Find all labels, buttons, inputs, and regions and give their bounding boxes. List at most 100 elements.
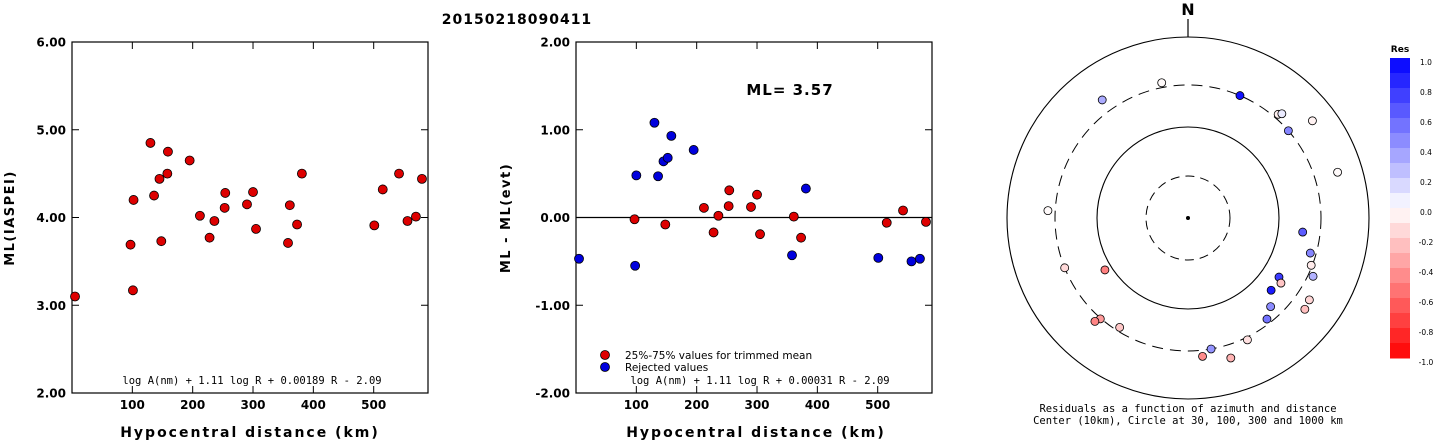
- data-point: [921, 216, 931, 227]
- colorbar-label: 0.2: [1420, 178, 1432, 187]
- data-point: [377, 184, 388, 195]
- residual-point: [1308, 116, 1317, 126]
- data-point: [195, 210, 205, 221]
- data-point: [666, 130, 677, 141]
- colorbar-cell: [1390, 268, 1410, 284]
- data-point: [787, 250, 797, 261]
- data-point: [788, 211, 799, 222]
- north-label: N: [1181, 0, 1194, 19]
- colorbar-cell: [1390, 328, 1410, 344]
- residual-point: [1226, 353, 1236, 363]
- data-point: [156, 236, 167, 247]
- colorbar-cell: [1390, 58, 1410, 74]
- data-point: [162, 168, 173, 179]
- x-axis-label-2: Hypocentral distance (km): [626, 425, 886, 441]
- legend: 25%-75% values for trimmed mean Rejected…: [600, 350, 812, 374]
- polar-caption-1: Residuals as a function of azimuth and d…: [1039, 403, 1336, 415]
- data-point: [242, 199, 252, 210]
- data-point: [800, 183, 811, 194]
- residual-point: [1198, 351, 1207, 361]
- data-point: [746, 202, 756, 212]
- residual-point: [1304, 295, 1314, 305]
- x-tick-label: 100: [120, 398, 145, 412]
- data-point: [881, 217, 892, 228]
- data-points-1: [70, 138, 427, 302]
- data-point: [248, 187, 258, 197]
- data-point: [906, 256, 917, 267]
- x-tick-label: 300: [744, 398, 769, 412]
- legend-label-trimmed: 25%-75% values for trimmed mean: [625, 350, 812, 362]
- y-tick-label: 0.00: [540, 211, 570, 225]
- y-tick-label: -1.00: [535, 299, 570, 313]
- residual-point: [1276, 278, 1286, 288]
- y-axis-label-1: ML(IASPEI): [3, 170, 18, 266]
- data-point: [630, 260, 641, 271]
- data-point: [411, 211, 421, 222]
- data-point: [629, 214, 640, 225]
- residual-point: [1305, 248, 1315, 258]
- data-point: [699, 202, 709, 213]
- residual-point: [1206, 344, 1216, 354]
- y-tick-label: 4.00: [36, 211, 66, 225]
- legend-label-rejected: Rejected values: [625, 362, 708, 374]
- colorbar-cell: [1390, 223, 1410, 239]
- legend-marker-rejected: [600, 362, 610, 372]
- data-point: [154, 173, 165, 184]
- data-point: [394, 168, 404, 179]
- colorbar-label: -0.4: [1419, 268, 1434, 277]
- colorbar-cell: [1390, 343, 1410, 359]
- data-point: [369, 220, 380, 231]
- colorbar-label: 1.0: [1420, 58, 1432, 67]
- data-point: [70, 291, 80, 302]
- colorbar-cell: [1390, 88, 1410, 104]
- data-point: [873, 252, 884, 263]
- data-point: [915, 253, 925, 264]
- figure-title: 20150218090411: [442, 12, 592, 28]
- data-point: [653, 171, 663, 182]
- data-point: [125, 239, 136, 250]
- data-point: [251, 224, 261, 234]
- panel-azimuth-residuals: N Residuals as a function of azimuth and…: [1006, 0, 1370, 427]
- colorbar-cell: [1390, 208, 1410, 224]
- data-point: [898, 205, 908, 216]
- data-point: [631, 170, 642, 181]
- data-point: [163, 146, 173, 157]
- residual-point: [1298, 227, 1308, 237]
- residual-point: [1306, 260, 1316, 270]
- data-point: [713, 210, 724, 221]
- colorbar-label: 0.6: [1420, 118, 1432, 127]
- residual-point: [1100, 265, 1110, 275]
- polar-caption-2: Center (10km), Circle at 30, 100, 300 an…: [1033, 415, 1343, 427]
- ring-100km: [1096, 126, 1280, 310]
- residual-point: [1090, 317, 1100, 326]
- x-tick-label: 200: [180, 398, 205, 412]
- colorbar-cell: [1390, 73, 1410, 89]
- x-tick-label: 400: [805, 398, 830, 412]
- center-point: [1186, 216, 1190, 220]
- y-tick-label: 6.00: [36, 36, 66, 50]
- colorbar-label: 0.8: [1420, 88, 1432, 97]
- colorbar-cell: [1390, 253, 1410, 269]
- data-point: [184, 155, 195, 166]
- colorbar-cell: [1390, 148, 1410, 164]
- residual-point: [1060, 263, 1070, 273]
- data-point: [283, 238, 293, 248]
- x-tick-label: 100: [624, 398, 649, 412]
- residual-point: [1262, 314, 1272, 324]
- data-point: [723, 201, 734, 211]
- axis-ticks-1: 100 200 300 400 500 2.00 3.00 4.00 5.00 6.00: [36, 36, 428, 412]
- residual-point: [1283, 126, 1293, 136]
- data-point: [220, 188, 231, 198]
- colorbar-labels: 1.0 0.8 0.6 0.4 0.2 0.0 -0.2 -0.4 -0.6 -0.8 -1.0: [1419, 58, 1434, 367]
- data-point: [296, 168, 307, 179]
- ring-30km: [1145, 175, 1231, 261]
- colorbar-label: -1.0: [1419, 358, 1434, 367]
- colorbar-cell: [1390, 238, 1410, 254]
- ring-300km: [1054, 84, 1322, 352]
- residual-point: [1157, 78, 1167, 88]
- colorbar-cells: [1390, 58, 1410, 359]
- residual-point: [1235, 91, 1245, 100]
- residual-point: [1266, 285, 1276, 295]
- residual-point: [1043, 206, 1053, 216]
